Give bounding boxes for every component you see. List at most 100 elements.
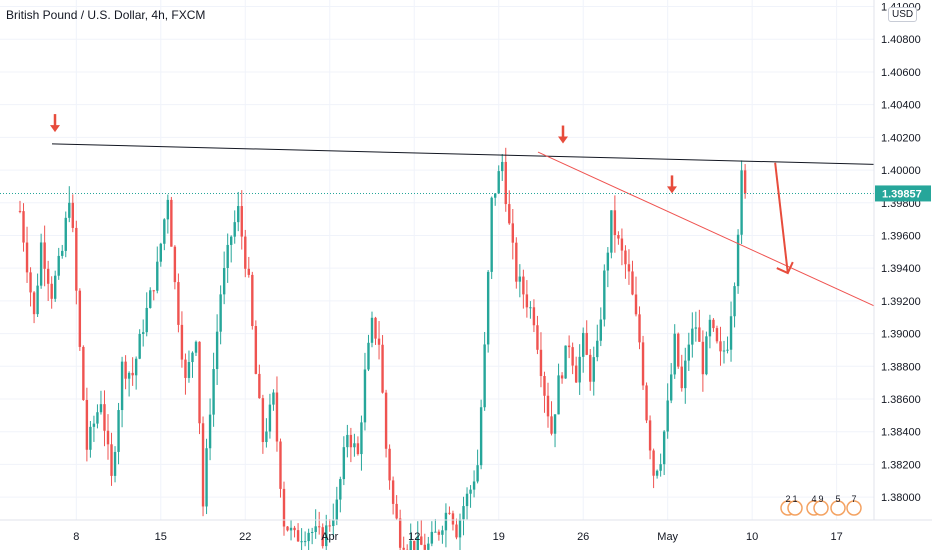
candle-body <box>437 531 441 535</box>
candle-body <box>194 341 198 353</box>
candle-body <box>177 282 180 325</box>
candle-body <box>539 349 543 377</box>
candle-body <box>328 525 331 527</box>
candle-body <box>677 333 680 367</box>
candle-body <box>282 488 286 527</box>
candle-body <box>494 193 497 198</box>
candle-body <box>409 540 412 550</box>
candle-body <box>610 210 613 253</box>
economic-event-badge[interactable] <box>813 500 829 516</box>
candle-body <box>310 532 314 534</box>
candle-body <box>606 252 610 271</box>
candle-body <box>462 506 465 520</box>
price-tick-label: 1.40600 <box>881 67 921 79</box>
economic-event-badge[interactable] <box>787 500 803 516</box>
candle-body <box>265 431 268 443</box>
candle-body <box>504 161 507 205</box>
projection-arrow-shaft[interactable] <box>774 162 789 274</box>
candle-body <box>715 328 719 342</box>
candle-body <box>145 307 148 333</box>
candle-body <box>479 407 483 466</box>
candle-body <box>75 227 78 291</box>
candle-body <box>670 374 673 401</box>
candle-body <box>515 242 518 282</box>
candle-body <box>244 236 247 269</box>
candle-body <box>553 414 557 434</box>
candle-body <box>377 338 381 345</box>
candle-body <box>501 161 504 172</box>
candle-body <box>427 543 430 550</box>
candle-body <box>349 434 353 448</box>
candle-body <box>384 392 388 449</box>
candle-body <box>613 210 617 236</box>
candle-body <box>29 272 32 293</box>
candle-body <box>131 372 134 376</box>
symbol-title[interactable]: British Pound / U.S. Dollar, 4h, FXCM <box>6 8 206 22</box>
time-axis[interactable]: 8 15 22 Apr 12 19 26 May 10 17 <box>0 519 932 543</box>
price-axis[interactable]: 1.38000 1.38200 1.38400 1.38600 1.38800 1.390… <box>873 0 932 550</box>
candle-body <box>567 345 571 348</box>
candle-body <box>603 270 606 320</box>
economic-event-badge[interactable] <box>846 500 862 516</box>
candle-body <box>318 526 321 528</box>
candle-body <box>627 264 631 272</box>
time-tick-label: 26 <box>577 531 589 543</box>
candle-body <box>684 360 687 389</box>
candle-body <box>286 526 289 531</box>
candle-body <box>127 372 131 379</box>
candle-body <box>367 342 370 370</box>
candle-body <box>279 441 282 489</box>
candle-body <box>272 392 275 405</box>
candle-body <box>149 290 152 308</box>
candle-body <box>571 347 574 366</box>
candle-body <box>543 376 546 396</box>
candle-body <box>293 527 296 531</box>
candle-body <box>472 481 476 490</box>
descending-trend-line[interactable] <box>537 151 875 307</box>
resistance-line[interactable] <box>51 143 875 165</box>
time-tick-label: 12 <box>408 531 420 543</box>
candle-body <box>184 359 187 378</box>
candle-body <box>430 531 434 544</box>
projection-arrow-head <box>776 261 794 275</box>
candle-body <box>173 246 177 283</box>
candle-body <box>497 171 500 194</box>
candle-body <box>68 202 71 218</box>
candle-body <box>719 341 722 352</box>
candle-body <box>525 294 529 308</box>
candle-body <box>726 349 729 351</box>
economic-event-badge[interactable] <box>830 500 846 516</box>
candle-body <box>275 392 279 442</box>
candle-body <box>448 512 451 514</box>
candle-body <box>413 540 416 550</box>
candle-body <box>434 531 437 533</box>
candle-body <box>599 319 602 341</box>
candle-body <box>574 365 578 383</box>
candle-body <box>557 375 560 415</box>
currency-label[interactable]: USD <box>888 7 918 22</box>
candle-body <box>729 316 733 350</box>
candle-body <box>536 325 539 350</box>
candle-body <box>36 285 39 315</box>
economic-event-count: 4 <box>811 494 816 504</box>
economic-event-count: 7 <box>851 494 856 504</box>
candle-body <box>518 276 522 282</box>
candle-body <box>648 420 652 451</box>
time-tick-label: May <box>657 531 678 543</box>
candle-body <box>370 317 374 343</box>
candle-body <box>620 238 624 251</box>
candle-body <box>170 199 173 247</box>
candle-body <box>578 356 581 383</box>
candle-body <box>303 541 307 543</box>
candle-body <box>208 414 212 449</box>
candle-body <box>631 271 634 295</box>
price-tick-label: 1.38600 <box>881 394 921 406</box>
candle-body <box>314 526 317 533</box>
candle-body <box>508 204 511 224</box>
candle-body <box>346 434 349 448</box>
candle-body <box>99 404 103 413</box>
candle-body <box>694 327 698 329</box>
economic-event-count: 5 <box>835 494 840 504</box>
